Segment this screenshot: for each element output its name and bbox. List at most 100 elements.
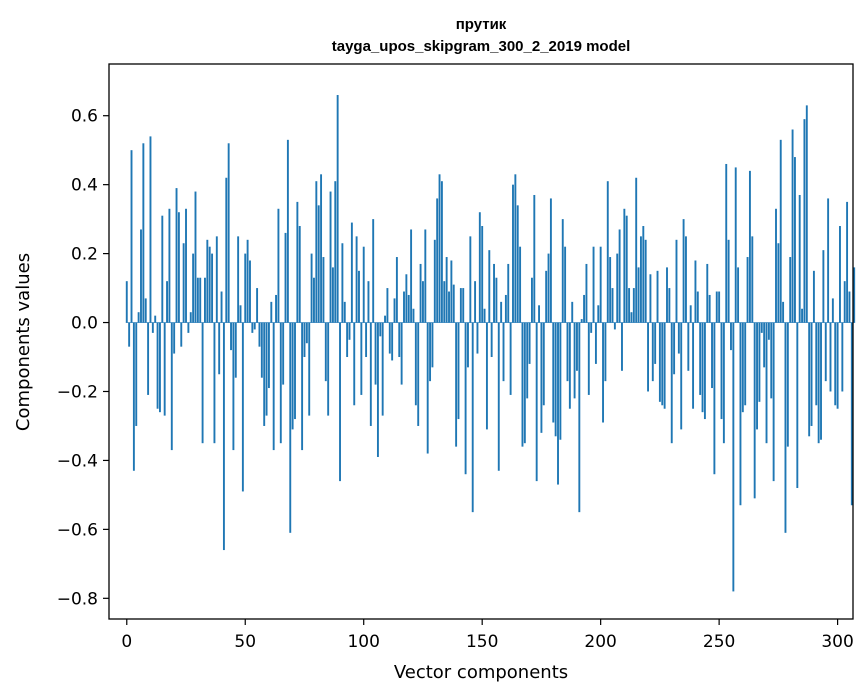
bar [376,322,379,457]
bar [324,322,327,382]
bar [621,322,623,371]
bar [677,322,680,354]
bar [519,246,522,323]
bar [142,143,145,323]
bar [448,291,450,323]
bar [267,322,270,389]
bar [834,322,837,406]
bar [175,188,178,323]
bar [554,322,557,437]
bar [599,246,602,323]
bar [426,322,429,454]
bar [208,246,211,323]
x-tick-label: 300 [821,632,853,652]
bar [751,236,754,323]
bar [654,322,657,364]
bar [405,274,408,323]
bar [372,219,375,323]
bar [331,267,334,323]
bar [412,308,415,323]
bar [213,322,216,444]
bar [253,322,256,330]
x-axis: 0 50 100 150 200 250 300 [121,619,854,652]
x-tick-label: 100 [347,632,379,652]
plot-frame [108,63,854,620]
bar [623,208,626,323]
bar [708,294,711,323]
bar [251,322,254,333]
bar [687,322,690,371]
bar [606,181,609,323]
chart-title: прутик [456,16,507,33]
bar [694,260,697,323]
bar [817,322,820,444]
bar [303,322,306,358]
bar [514,174,517,323]
bar [471,322,474,513]
bar [227,143,230,323]
bar [758,322,761,402]
bar [196,277,199,323]
bar [168,208,171,323]
bar [689,305,692,323]
bar [467,322,469,368]
bar [696,291,699,323]
bar [559,322,562,440]
bar [549,198,552,323]
bar [798,194,801,323]
bar [841,322,844,392]
bar [808,322,811,437]
y-tick-label: −0.2 [57,382,98,402]
bar [637,267,640,323]
bar [263,322,266,426]
bar [237,236,240,323]
bar [815,322,818,406]
bar [272,322,275,451]
bar [308,322,311,416]
bar [791,129,794,323]
bar [850,322,853,506]
bar [147,322,150,395]
bar [680,322,683,430]
bar [348,322,351,340]
bar [379,322,382,337]
bar [540,322,543,433]
bar [125,281,128,323]
bar [836,322,839,409]
bar [504,294,507,323]
bar [812,270,815,323]
bar [414,322,417,406]
chart-subtitle: tayga_upos_skipgram_300_2_2019 model [332,38,631,55]
bar [843,281,846,323]
bar [220,291,223,323]
bar [713,322,716,475]
bar [128,322,131,347]
bar [270,301,273,323]
bar [313,277,315,323]
bar [775,208,777,323]
bar [341,243,344,323]
bar [403,291,405,323]
bar [675,239,678,323]
bar [547,253,550,323]
bar [410,229,413,323]
bars-group [125,95,856,592]
bar [440,181,443,323]
bar [682,219,685,323]
bar [810,322,813,426]
bar [530,277,533,323]
bar [391,322,394,361]
bar [211,253,214,323]
bar [296,201,299,323]
bar [369,322,372,426]
bar [583,294,586,323]
bar [609,257,612,323]
bar [204,277,206,323]
bar [381,322,384,416]
bar [500,301,503,323]
bar [820,322,822,440]
bar [443,281,446,323]
bar [185,208,187,323]
bar [192,253,195,323]
bar [824,322,827,382]
